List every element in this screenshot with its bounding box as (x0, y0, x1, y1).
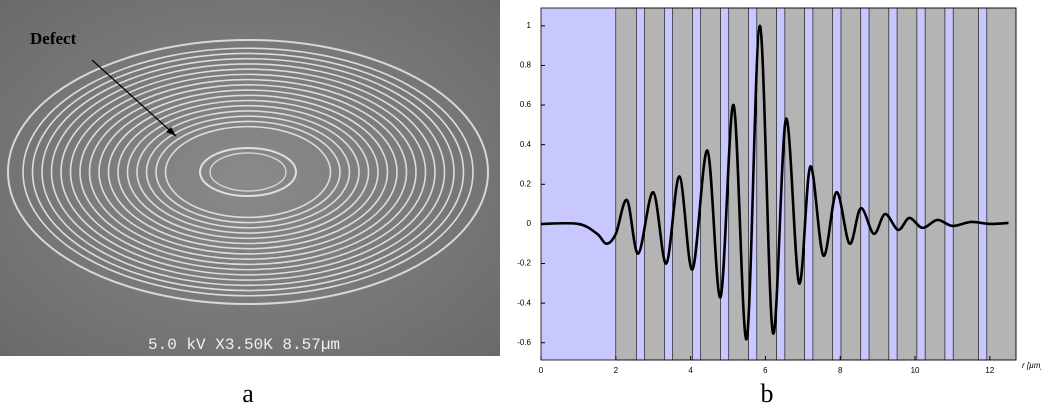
x-tick-label: 8 (838, 366, 843, 375)
y-tick-label: 1 (527, 21, 532, 30)
band (636, 7, 645, 361)
band (944, 7, 954, 361)
ring (107, 94, 389, 250)
y-tick-label: 0 (527, 219, 532, 228)
ring (69, 73, 427, 271)
ring (117, 99, 379, 245)
x-tick-label: 0 (539, 366, 544, 375)
annotation: Defect (30, 29, 77, 48)
ring (136, 110, 360, 234)
y-tick-label: -0.2 (517, 259, 531, 268)
ring (50, 63, 446, 281)
ring (22, 47, 474, 297)
ring (209, 152, 287, 192)
ring (155, 120, 341, 224)
ring (98, 89, 398, 255)
band (888, 7, 898, 361)
x-tick-label: 10 (911, 366, 920, 375)
x-tick-label: 2 (614, 366, 619, 375)
arrow (91, 59, 177, 137)
ring (88, 84, 408, 260)
band (978, 7, 988, 361)
arrow-head (166, 127, 176, 136)
y-tick-label: 0.4 (520, 140, 532, 149)
x-tick-label: 4 (688, 366, 693, 375)
y-tick-label: 0.2 (520, 179, 532, 188)
panel-label: a (242, 379, 254, 408)
ring (31, 52, 465, 292)
panel-label: b (761, 379, 774, 408)
band (692, 7, 702, 361)
ring (60, 68, 436, 276)
y-tick-label: -0.4 (517, 298, 531, 307)
ring (199, 147, 297, 197)
micrograph-caption: 5.0 kV X3.50K 8.57µm (148, 336, 340, 354)
y-tick-label: 0.8 (520, 61, 532, 70)
ring (7, 39, 489, 305)
y-tick-label: 0.6 (520, 100, 532, 109)
ring (126, 104, 370, 240)
ring (41, 57, 455, 287)
band (832, 7, 842, 361)
band (860, 7, 870, 361)
panel-a: Defect 5.0 kV X3.50K 8.57µm a (0, 0, 500, 408)
x-tick-label: 12 (985, 366, 994, 375)
x-axis-label: r [µm] (1022, 361, 1041, 370)
ring (164, 125, 332, 219)
band (664, 7, 673, 361)
panel-b: -0.6-0.4-0.200.20.40.60.810 2 4 6 8 10 12r [µm… (517, 7, 1041, 375)
y-tick-label: -0.6 (517, 338, 531, 347)
ring (79, 78, 417, 266)
line (540, 24, 1009, 341)
ring (145, 115, 351, 229)
band (916, 7, 926, 361)
x-tick-label: 6 (763, 366, 768, 375)
